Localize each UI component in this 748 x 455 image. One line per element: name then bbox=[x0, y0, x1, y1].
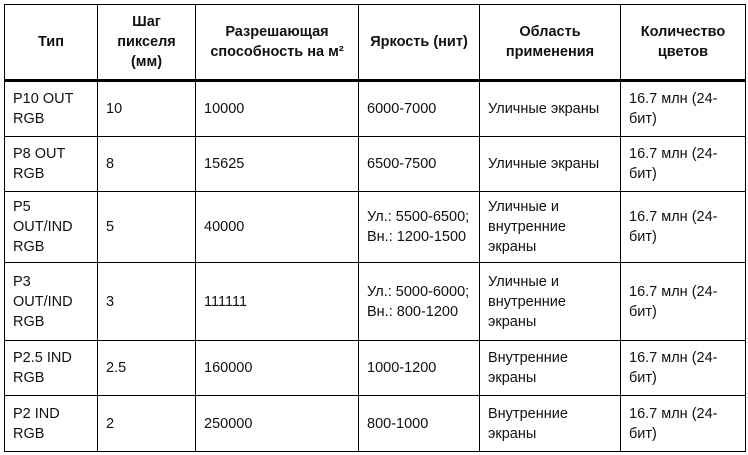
cell-resolution: 10000 bbox=[195, 80, 359, 137]
header-type: Тип bbox=[4, 4, 98, 82]
cell-resolution: 250000 bbox=[195, 395, 359, 452]
cell-resolution: 40000 bbox=[195, 191, 359, 263]
cell-application: Уличные и внутренние экраны bbox=[479, 262, 621, 341]
led-screen-table: Тип Шаг пикселя (мм) Разрешающая способн… bbox=[4, 4, 746, 452]
header-brightness: Яркость (нит) bbox=[358, 4, 480, 82]
table-row: P8 OUT RGB 8 15625 6500-7500 Уличные экраны 1… bbox=[4, 136, 746, 192]
header-row: Тип Шаг пикселя (мм) Разрешающая способн… bbox=[4, 4, 746, 82]
cell-pitch: 3 bbox=[97, 262, 196, 341]
cell-resolution: 111111 bbox=[195, 262, 359, 341]
cell-type: P3 OUT/IND RGB bbox=[4, 262, 98, 341]
cell-application: Уличные и внутренние экраны bbox=[479, 191, 621, 263]
cell-brightness: 6500-7500 bbox=[358, 136, 480, 192]
header-colors: Количество цветов bbox=[620, 4, 746, 82]
table-row: P2 IND RGB 2 250000 800-1000 Внутренние экра… bbox=[4, 395, 746, 452]
cell-brightness: 800-1000 bbox=[358, 395, 480, 452]
cell-pitch: 10 bbox=[97, 80, 196, 137]
header-resolution: Разрешающая способность на м² bbox=[195, 4, 359, 82]
cell-colors: 16.7 млн (24-бит) bbox=[620, 191, 746, 263]
header-pitch: Шаг пикселя (мм) bbox=[97, 4, 196, 82]
cell-type: P8 OUT RGB bbox=[4, 136, 98, 192]
cell-resolution: 160000 bbox=[195, 340, 359, 396]
cell-pitch: 2 bbox=[97, 395, 196, 452]
cell-type: P2.5 IND RGB bbox=[4, 340, 98, 396]
cell-colors: 16.7 млн (24-бит) bbox=[620, 262, 746, 341]
cell-application: Внутренние экраны bbox=[479, 340, 621, 396]
cell-type: P5 OUT/IND RGB bbox=[4, 191, 98, 263]
cell-pitch: 5 bbox=[97, 191, 196, 263]
cell-brightness: 6000-7000 bbox=[358, 80, 480, 137]
cell-brightness: Ул.: 5500-6500; Вн.: 1200-1500 bbox=[358, 191, 480, 263]
header-application: Область применения bbox=[479, 4, 621, 82]
cell-pitch: 8 bbox=[97, 136, 196, 192]
cell-colors: 16.7 млн (24-бит) bbox=[620, 80, 746, 137]
cell-colors: 16.7 млн (24-бит) bbox=[620, 395, 746, 452]
table-row: P3 OUT/IND RGB 3 111111 Ул.: 5000-6000; Вн.… bbox=[4, 262, 746, 341]
cell-application: Внутренние экраны bbox=[479, 395, 621, 452]
cell-brightness: 1000-1200 bbox=[358, 340, 480, 396]
cell-colors: 16.7 млн (24-бит) bbox=[620, 136, 746, 192]
cell-colors: 16.7 млн (24-бит) bbox=[620, 340, 746, 396]
cell-type: P10 OUT RGB bbox=[4, 80, 98, 137]
cell-application: Уличные экраны bbox=[479, 136, 621, 192]
cell-pitch: 2.5 bbox=[97, 340, 196, 396]
cell-type: P2 IND RGB bbox=[4, 395, 98, 452]
table-row: P10 OUT RGB 10 10000 6000-7000 Уличные экран… bbox=[4, 80, 746, 137]
cell-application: Уличные экраны bbox=[479, 80, 621, 137]
cell-resolution: 15625 bbox=[195, 136, 359, 192]
table-row: P5 OUT/IND RGB 5 40000 Ул.: 5500-6500; Вн.:… bbox=[4, 191, 746, 263]
cell-brightness: Ул.: 5000-6000; Вн.: 800-1200 bbox=[358, 262, 480, 341]
table-row: P2.5 IND RGB 2.5 160000 1000-1200 Внутренние… bbox=[4, 340, 746, 396]
